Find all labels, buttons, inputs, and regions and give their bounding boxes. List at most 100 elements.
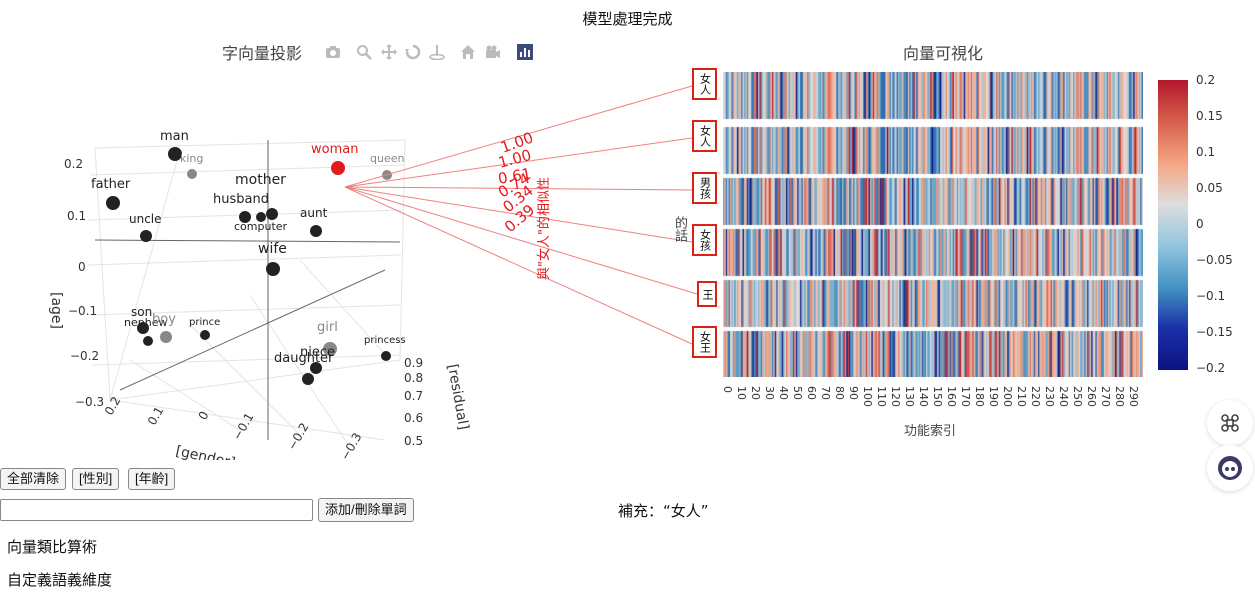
- word-label: daughter: [274, 351, 334, 366]
- word-point[interactable]: [310, 225, 322, 237]
- word-point[interactable]: [323, 342, 337, 356]
- colorbar-tick: 0.1: [1196, 145, 1216, 159]
- age-tick-label: −0.1: [68, 304, 97, 318]
- colorbar-tick: −0.15: [1196, 325, 1233, 339]
- word-label: boy: [152, 312, 176, 327]
- x-tick-label: 290: [1127, 386, 1140, 407]
- word-point[interactable]: [143, 336, 153, 346]
- x-tick-label: 280: [1113, 386, 1126, 407]
- similarity-value: 1.00: [496, 146, 533, 172]
- word-label: prince: [189, 317, 220, 328]
- colorbar-tick: −0.05: [1196, 253, 1233, 267]
- word-label: mother: [235, 172, 286, 188]
- heatmap-row-label: 女人: [692, 120, 717, 152]
- residual-axis-title: [residual]: [444, 363, 471, 431]
- x-tick-label: 250: [1071, 386, 1084, 407]
- word-point[interactable]: [106, 196, 120, 210]
- word-point[interactable]: [187, 169, 197, 179]
- gender-axis-title: [gender]: [174, 443, 237, 460]
- plot3d-title: 字向量投影: [222, 44, 303, 63]
- heatmap-row-label: 女孩: [692, 224, 717, 256]
- x-tick-label: 80: [833, 386, 846, 400]
- residual-tick-label: 0.5: [404, 434, 423, 448]
- camera-icon[interactable]: [325, 44, 341, 60]
- colorbar-tick: 0.15: [1196, 109, 1223, 123]
- x-tick-label: 240: [1057, 386, 1070, 407]
- word-label: queen: [370, 152, 404, 165]
- x-tick-label: 180: [973, 386, 986, 407]
- heatmap-row-label: 男孩: [692, 172, 717, 204]
- x-tick-label: 120: [889, 386, 902, 407]
- orbit-icon[interactable]: [405, 44, 421, 60]
- word-point[interactable]: [381, 351, 391, 361]
- word-point[interactable]: [160, 331, 172, 343]
- turntable-icon[interactable]: [429, 44, 445, 60]
- age-tick-label: −0.3: [75, 395, 104, 409]
- word-point[interactable]: [266, 208, 278, 220]
- x-tick-label: 110: [875, 386, 888, 407]
- zoom-icon[interactable]: [356, 44, 372, 60]
- word-point[interactable]: [302, 373, 314, 385]
- section-custom-dimension[interactable]: 自定義語義維度: [7, 571, 113, 589]
- heatmap-x-ticks: 0 10 20 30 40 50 60 70 80 90 100 110 120 130 140 150 160…: [721, 386, 1140, 407]
- x-tick-label: 50: [791, 386, 804, 400]
- assistant-bot-icon[interactable]: [1207, 445, 1253, 491]
- command-icon[interactable]: [1207, 400, 1253, 446]
- residual-tick-label: 0.9: [404, 356, 423, 370]
- gender-button[interactable]: [性別]: [72, 468, 120, 490]
- age-tick-label: −0.2: [70, 349, 99, 363]
- x-tick-label: 170: [959, 386, 972, 407]
- colorbar-tick: 0.2: [1196, 73, 1216, 87]
- age-button[interactable]: [年齡]: [128, 468, 176, 490]
- home-icon[interactable]: [460, 44, 476, 60]
- word-point[interactable]: [200, 330, 210, 340]
- word-point[interactable]: [168, 147, 182, 161]
- word-point[interactable]: [266, 262, 280, 276]
- colorbar-tick: −0.2: [1196, 361, 1226, 375]
- word-point[interactable]: [137, 322, 149, 334]
- x-tick-label: 150: [931, 386, 944, 407]
- gender-tick-label: −0.2: [285, 420, 312, 452]
- x-tick-label: 210: [1015, 386, 1028, 407]
- heatmap-x-title: 功能索引: [903, 424, 956, 439]
- word-label: computer: [234, 220, 288, 233]
- pan-icon[interactable]: [381, 44, 397, 60]
- word-point[interactable]: [140, 230, 152, 242]
- plotly-logo-icon[interactable]: [517, 44, 533, 60]
- word-point[interactable]: [382, 170, 392, 180]
- similarity-value: 0.61: [497, 164, 533, 188]
- add-remove-word-button[interactable]: 添加/刪除單詞: [318, 498, 414, 522]
- x-tick-label: 20: [749, 386, 762, 400]
- word-input[interactable]: [0, 499, 313, 521]
- x-tick-label: 70: [819, 386, 832, 400]
- section-vector-arithmetic[interactable]: 向量類比算術: [7, 538, 98, 556]
- status-text: 模型處理完成: [582, 10, 673, 28]
- x-tick-label: 40: [777, 386, 790, 400]
- age-axis-title: [age]: [48, 292, 64, 329]
- word-label: girl: [317, 320, 338, 335]
- scatter3d-plot[interactable]: 0.2 0.1 0 −0.1 −0.2 −0.3 0.2 0.1 0 −0.1 …: [0, 60, 500, 460]
- x-tick-label: 200: [1001, 386, 1014, 407]
- x-tick-label: 10: [735, 386, 748, 400]
- heatmap-y-label: 的話: [672, 216, 687, 242]
- similarity-value: 0.34: [499, 181, 536, 216]
- heatmap[interactable]: [723, 72, 1143, 377]
- word-label: uncle: [129, 212, 162, 226]
- heatmap-row-label: 女王: [692, 326, 717, 358]
- x-tick-label: 130: [903, 386, 916, 407]
- heatmap-row-label: 女人: [692, 68, 717, 100]
- age-tick-label: 0: [78, 260, 86, 274]
- word-point[interactable]: [310, 362, 322, 374]
- clear-all-button[interactable]: 全部清除: [0, 468, 67, 490]
- video-camera-icon[interactable]: [485, 44, 501, 60]
- word-point[interactable]: [256, 212, 266, 222]
- word-label: niece: [300, 345, 335, 360]
- x-tick-label: 0: [721, 386, 734, 393]
- word-point[interactable]: [239, 211, 251, 223]
- word-label: son: [131, 305, 152, 319]
- similarity-value: 0.74: [495, 169, 533, 201]
- age-tick-label: 0.1: [67, 209, 86, 223]
- word-label: woman: [311, 142, 358, 157]
- word-point[interactable]: [331, 161, 345, 175]
- word-label: wife: [258, 241, 287, 257]
